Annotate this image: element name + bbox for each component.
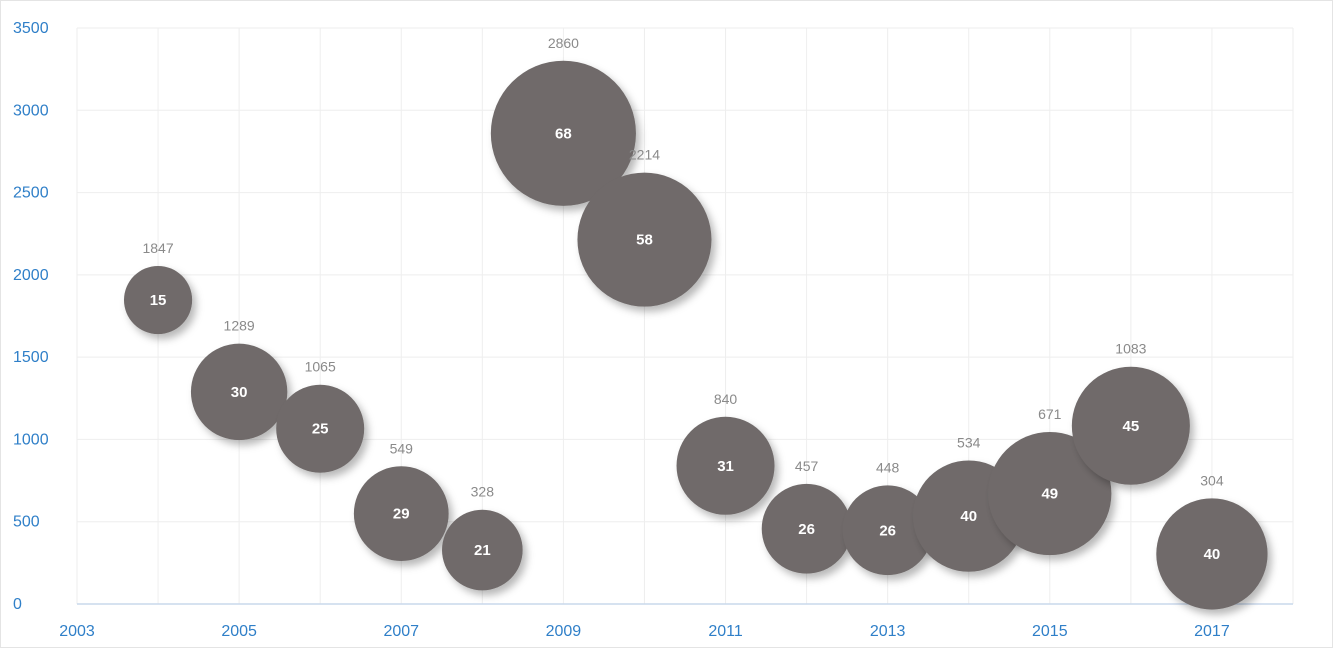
bubble-value-label: 534 bbox=[957, 434, 981, 450]
bubble-value-label: 2214 bbox=[629, 147, 660, 163]
bubble-value-label: 549 bbox=[390, 440, 414, 456]
bubble-size-label: 26 bbox=[879, 522, 896, 539]
bubble-value-label: 1847 bbox=[142, 240, 173, 256]
bubbles bbox=[123, 60, 1268, 610]
bubble-value-label: 1083 bbox=[1115, 341, 1146, 357]
grid-lines bbox=[77, 27, 1294, 604]
bubble-value-label: 1065 bbox=[305, 359, 336, 375]
bubble-size-label: 30 bbox=[231, 384, 248, 401]
bubble-size-label: 31 bbox=[717, 458, 734, 475]
y-tick-label: 3500 bbox=[13, 20, 49, 37]
x-tick-label: 2017 bbox=[1194, 623, 1230, 640]
bubble bbox=[577, 172, 712, 307]
bubble-value-label: 2860 bbox=[548, 35, 579, 51]
bubble-value-label: 840 bbox=[714, 391, 738, 407]
bubble bbox=[123, 265, 193, 335]
bubble-value-label: 457 bbox=[795, 458, 819, 474]
x-tick-label: 2007 bbox=[383, 623, 419, 640]
bubble-value-label: 328 bbox=[471, 484, 495, 500]
bubble-value-label: 448 bbox=[876, 459, 900, 475]
bubble bbox=[1156, 498, 1268, 610]
bubble bbox=[442, 509, 523, 591]
bubble bbox=[761, 483, 852, 574]
bubble-size-label: 68 bbox=[555, 125, 572, 142]
bubble bbox=[842, 485, 933, 576]
y-tick-label: 500 bbox=[13, 514, 40, 531]
bubble bbox=[353, 466, 449, 562]
bubble-size-label: 15 bbox=[150, 292, 167, 309]
bubble bbox=[676, 416, 775, 515]
bubble bbox=[276, 384, 365, 473]
bubble-value-label: 1289 bbox=[224, 318, 255, 334]
labels: 15 1847 30 1289 25 1065 29 549 21 328 68 2860 58 2214… bbox=[142, 35, 1223, 563]
x-tick-label: 2005 bbox=[221, 623, 257, 640]
y-tick-label: 2500 bbox=[13, 185, 49, 202]
axes: 0 500 1000 1500 2000 2500 3000 3500 2003 2005 2007… bbox=[13, 20, 1293, 640]
bubble-size-label: 26 bbox=[798, 521, 815, 538]
y-tick-label: 1500 bbox=[13, 349, 49, 366]
bubble-size-label: 40 bbox=[1204, 546, 1221, 563]
bubble-value-label: 304 bbox=[1200, 472, 1224, 488]
x-tick-label: 2011 bbox=[708, 623, 743, 640]
bubble-size-label: 21 bbox=[474, 542, 491, 559]
bubble-size-label: 58 bbox=[636, 232, 653, 249]
bubble bbox=[490, 60, 636, 206]
bubble bbox=[1071, 366, 1190, 485]
bubble-size-label: 25 bbox=[312, 421, 329, 438]
y-tick-label: 2000 bbox=[13, 267, 49, 284]
bubble-size-label: 45 bbox=[1123, 418, 1140, 435]
bubble-size-label: 40 bbox=[960, 508, 977, 525]
x-tick-label: 2009 bbox=[546, 623, 582, 640]
bubble bbox=[988, 431, 1112, 556]
bubble-size-label: 29 bbox=[393, 506, 410, 523]
x-tick-label: 2015 bbox=[1032, 623, 1068, 640]
y-tick-label: 0 bbox=[13, 596, 22, 613]
bubble-size-label: 49 bbox=[1041, 486, 1058, 503]
x-tick-label: 2013 bbox=[870, 623, 906, 640]
x-tick-label: 2003 bbox=[59, 623, 95, 640]
bubble bbox=[190, 343, 288, 441]
y-tick-label: 3000 bbox=[13, 102, 49, 119]
y-tick-label: 1000 bbox=[13, 431, 49, 448]
bubble-value-label: 671 bbox=[1038, 406, 1062, 422]
